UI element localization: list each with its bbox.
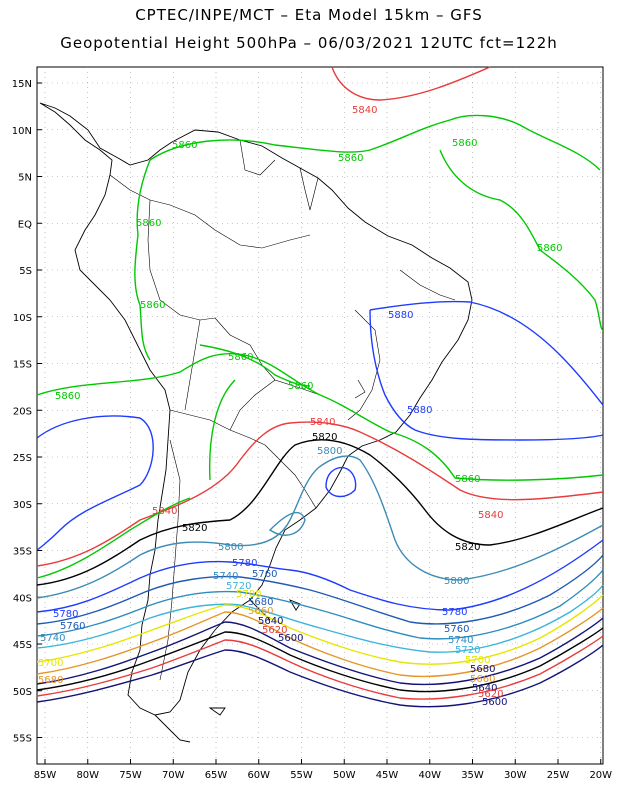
contour-label: 5760 bbox=[60, 621, 85, 632]
contour-label: 5860 bbox=[537, 243, 562, 254]
contour-label: 5600 bbox=[482, 697, 507, 708]
contour-label: 5880 bbox=[388, 310, 413, 321]
lat-tick-label: 45S bbox=[13, 640, 32, 651]
contour-label: 5740 bbox=[448, 635, 473, 646]
lat-tick-label: 10S bbox=[13, 313, 32, 324]
contour-label: 5860 bbox=[136, 218, 161, 229]
contour-label: 5660 bbox=[470, 674, 495, 685]
contour-label: 5660 bbox=[248, 606, 273, 617]
contour-label: 5720 bbox=[226, 581, 251, 592]
contour-label: 5800 bbox=[317, 446, 342, 457]
contour-label: 5860 bbox=[288, 381, 313, 392]
contour-label: 5700 bbox=[38, 658, 63, 669]
lat-tick-label: 35S bbox=[13, 547, 32, 558]
contour-label: 5740 bbox=[40, 633, 65, 644]
contour-label: 5860 bbox=[55, 391, 80, 402]
contour-label: 5820 bbox=[455, 542, 480, 553]
lat-tick-label: 5S bbox=[19, 266, 32, 277]
contour-label: 5860 bbox=[455, 474, 480, 485]
contour-label: 5760 bbox=[252, 569, 277, 580]
lon-tick-label: 55W bbox=[290, 770, 313, 781]
contour-label: 5800 bbox=[218, 542, 243, 553]
lon-tick-label: 20W bbox=[589, 770, 612, 781]
contour-label: 5640 bbox=[258, 616, 283, 627]
contour-label: 5860 bbox=[172, 140, 197, 151]
map-frame bbox=[36, 66, 604, 765]
contour-label: 5820 bbox=[312, 432, 337, 443]
contours bbox=[36, 66, 604, 708]
lon-tick-label: 45W bbox=[376, 770, 399, 781]
contour-label: 5620 bbox=[478, 689, 503, 700]
lat-tick-label: 15S bbox=[13, 360, 32, 371]
contour-label: 5860 bbox=[338, 153, 363, 164]
contour-label: 5860 bbox=[140, 300, 165, 311]
lon-tick-label: 70W bbox=[162, 770, 185, 781]
lon-tick-label: 60W bbox=[247, 770, 270, 781]
contour-label: 5700 bbox=[236, 589, 261, 600]
lat-tick-label: 15N bbox=[12, 79, 32, 90]
lat-tick-label: 50S bbox=[13, 687, 32, 698]
contour-label: 5780 bbox=[53, 609, 78, 620]
axis-ticks: 15N 10N 5N EQ 5S 10S 15S 20S 25S 30S 35S 40S 45S 50S 5… bbox=[12, 79, 612, 781]
contour-label: 5780 bbox=[232, 558, 257, 569]
lon-tick-label: 75W bbox=[119, 770, 142, 781]
contour-label: 5880 bbox=[407, 405, 432, 416]
contour-label: 5640 bbox=[472, 683, 497, 694]
contour-label: 5840 bbox=[478, 510, 503, 521]
contour-label: 5840 bbox=[352, 105, 377, 116]
contour-label: 5760 bbox=[444, 624, 469, 635]
contour-label: 5860 bbox=[452, 138, 477, 149]
lat-tick-label: 5N bbox=[18, 173, 32, 184]
map-title: CPTEC/INPE/MCT – Eta Model 15km – GFS bbox=[135, 6, 483, 24]
contour-label: 5820 bbox=[182, 523, 207, 534]
lon-tick-label: 85W bbox=[34, 770, 57, 781]
lon-tick-label: 30W bbox=[504, 770, 527, 781]
contour-label: 5700 bbox=[465, 655, 490, 666]
lon-tick-label: 65W bbox=[205, 770, 228, 781]
lat-tick-label: 30S bbox=[13, 500, 32, 511]
contour-label: 5680 bbox=[248, 597, 273, 608]
contour-label: 5780 bbox=[442, 607, 467, 618]
contour-label: 5740 bbox=[213, 571, 238, 582]
lon-tick-label: 25W bbox=[547, 770, 570, 781]
contour-labels: 5840 5860 5860 5860 5860 5860 5860 5860 … bbox=[38, 105, 562, 708]
contour-label: 5680 bbox=[38, 675, 63, 686]
contour-label: 5840 bbox=[152, 506, 177, 517]
lat-tick-label: 20S bbox=[13, 406, 32, 417]
contour-label: 5860 bbox=[228, 352, 253, 363]
lat-tick-label: 25S bbox=[13, 453, 32, 464]
lat-tick-label: 40S bbox=[13, 593, 32, 604]
contour-label: 5620 bbox=[262, 625, 287, 636]
lon-tick-label: 35W bbox=[461, 770, 484, 781]
lat-tick-label: EQ bbox=[18, 219, 32, 230]
contour-label: 5840 bbox=[310, 417, 335, 428]
contour-label: 5680 bbox=[470, 664, 495, 675]
lon-tick-label: 40W bbox=[418, 770, 441, 781]
contour-label: 5800 bbox=[444, 576, 469, 587]
lat-tick-label: 55S bbox=[13, 734, 32, 745]
lon-tick-label: 80W bbox=[76, 770, 99, 781]
map-subtitle: Geopotential Height 500hPa – 06/03/2021 … bbox=[60, 34, 558, 52]
lat-tick-label: 10N bbox=[12, 126, 32, 137]
contour-label: 5600 bbox=[278, 633, 303, 644]
lon-tick-label: 50W bbox=[333, 770, 356, 781]
contour-label: 5720 bbox=[455, 645, 480, 656]
